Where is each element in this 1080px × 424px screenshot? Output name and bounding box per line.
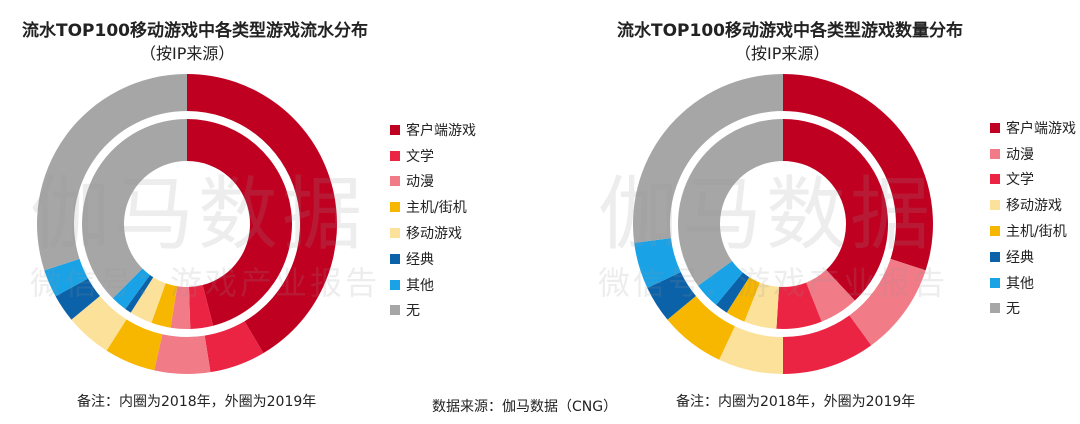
legend-swatch <box>390 202 400 213</box>
inner-ring-slice-5 <box>125 274 154 313</box>
inner-ring-slice-2 <box>170 286 191 329</box>
legend-swatch <box>390 150 400 161</box>
legend-label: 动漫 <box>406 174 434 191</box>
legend-swatch <box>990 303 1000 314</box>
count-donut-chart <box>633 74 933 374</box>
outer-ring-slice-1 <box>204 321 264 373</box>
legend-label: 其他 <box>406 277 434 294</box>
outer-ring-slice-5 <box>647 272 696 320</box>
inner-ring-slice-3 <box>744 282 780 329</box>
outer-ring-slice-3 <box>106 319 163 371</box>
revenue-note: 备注：内圈为2018年，外圈为2019年 <box>77 394 317 410</box>
legend-label: 主机/街机 <box>1006 224 1067 241</box>
outer-ring-slice-3 <box>719 326 783 374</box>
legend-item-4: 主机/街机 <box>990 218 1076 244</box>
legend-label: 移动游戏 <box>406 226 462 243</box>
legend-label: 动漫 <box>1006 146 1034 163</box>
inner-ring-slice-4 <box>726 277 760 322</box>
legend-item-6: 其他 <box>990 270 1076 296</box>
inner-ring-slice-5 <box>716 272 750 313</box>
legend-item-4: 移动游戏 <box>390 220 476 246</box>
legend-swatch <box>990 251 1000 262</box>
inner-ring-slice-1 <box>806 269 855 322</box>
legend-label: 无 <box>406 303 420 320</box>
legend-swatch <box>990 226 1000 237</box>
legend-swatch <box>990 122 1000 133</box>
chart-subtitle-count: （按IP来源） <box>735 44 830 63</box>
revenue-legend: 客户端游戏文学动漫主机/街机移动游戏经典其他无 <box>390 117 476 323</box>
legend-swatch <box>990 200 1000 211</box>
outer-ring-slice-1 <box>849 258 926 346</box>
count-note: 备注：内圈为2018年，外圈为2019年 <box>676 394 916 410</box>
inner-ring-slice-0 <box>187 119 293 326</box>
chart-title-revenue: 流水TOP100移动游戏中各类型游戏流水分布 <box>22 21 368 41</box>
legend-item-5: 经典 <box>990 244 1076 270</box>
inner-ring-slice-6 <box>698 261 743 305</box>
legend-item-3: 主机/街机 <box>390 194 476 220</box>
outer-ring-slice-4 <box>71 296 127 351</box>
outer-ring-slice-7 <box>36 74 188 271</box>
legend-item-7: 无 <box>390 298 476 324</box>
legend-swatch <box>390 176 400 187</box>
chart-subtitle-revenue: （按IP来源） <box>140 44 235 63</box>
chart-title-count: 流水TOP100移动游戏中各类型游戏数量分布 <box>617 21 963 41</box>
legend-item-2: 动漫 <box>390 169 476 195</box>
legend-item-1: 动漫 <box>990 141 1076 167</box>
legend-label: 客户端游戏 <box>406 122 476 139</box>
legend-label: 无 <box>1006 301 1020 318</box>
outer-ring-slice-7 <box>633 74 783 243</box>
legend-swatch <box>390 228 400 239</box>
legend-swatch <box>390 279 400 290</box>
outer-ring-slice-0 <box>783 74 933 271</box>
legend-item-0: 客户端游戏 <box>990 115 1076 141</box>
legend-swatch <box>390 124 400 135</box>
legend-label: 文学 <box>1006 172 1034 189</box>
legend-item-1: 文学 <box>390 143 476 169</box>
legend-swatch <box>990 277 1000 288</box>
legend-label: 客户端游戏 <box>1006 120 1076 137</box>
legend-label: 经典 <box>1006 249 1034 266</box>
inner-ring-slice-6 <box>112 268 150 309</box>
inner-ring-slice-2 <box>776 282 822 329</box>
inner-ring-slice-0 <box>783 119 888 301</box>
legend-label: 其他 <box>1006 275 1034 292</box>
inner-ring-slice-7 <box>81 119 187 299</box>
outer-ring-slice-2 <box>154 334 211 374</box>
legend-label: 经典 <box>406 251 434 268</box>
legend-swatch <box>390 305 400 316</box>
legend-item-0: 客户端游戏 <box>390 117 476 143</box>
count-legend: 客户端游戏动漫文学移动游戏主机/街机经典其他无 <box>990 115 1076 321</box>
outer-ring-slice-6 <box>44 258 88 297</box>
legend-item-2: 文学 <box>990 167 1076 193</box>
legend-label: 移动游戏 <box>1006 198 1062 215</box>
data-source: 数据来源：伽马数据（CNG） <box>432 399 618 415</box>
revenue-donut-chart <box>36 74 337 374</box>
legend-swatch <box>990 174 1000 185</box>
inner-ring-slice-3 <box>151 283 178 328</box>
inner-ring-slice-4 <box>130 277 166 323</box>
legend-swatch <box>990 148 1000 159</box>
outer-ring-slice-6 <box>634 238 681 288</box>
inner-ring-slice-1 <box>188 285 214 329</box>
legend-label: 文学 <box>406 148 434 165</box>
legend-item-7: 无 <box>990 296 1076 322</box>
inner-ring-slice-7 <box>678 119 783 286</box>
legend-item-3: 移动游戏 <box>990 192 1076 218</box>
legend-item-5: 经典 <box>390 246 476 272</box>
outer-ring-slice-4 <box>667 296 735 360</box>
legend-item-6: 其他 <box>390 272 476 298</box>
outer-ring-slice-0 <box>187 74 337 354</box>
legend-label: 主机/街机 <box>406 200 467 217</box>
outer-ring-slice-5 <box>55 278 100 320</box>
outer-ring-slice-2 <box>783 315 872 374</box>
legend-swatch <box>390 253 400 264</box>
